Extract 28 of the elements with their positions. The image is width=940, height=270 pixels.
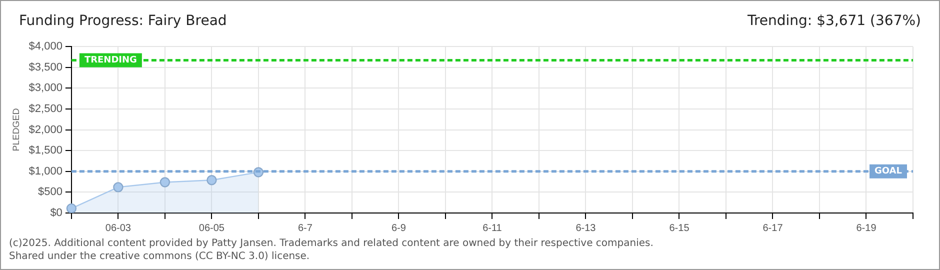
point — [113, 182, 124, 192]
y-tick-label: $2,000 — [28, 124, 62, 136]
x-tick-label: 06-05 — [198, 222, 225, 234]
y-tick-label: $500 — [38, 186, 62, 198]
x-tick-label: 6-13 — [576, 222, 596, 234]
y-tick-label: $3,500 — [28, 61, 62, 74]
point — [206, 175, 217, 186]
x-tick-label: 6-11 — [482, 222, 502, 234]
chart-title: Funding Progress: Fairy Bread — [19, 13, 227, 29]
y-tick-label: $0 — [50, 207, 62, 220]
y-tick-label: $1,000 — [28, 165, 62, 178]
text: (c)2025. Additional content provided by Patty Jansen. Trademarks and related content are owned by their respective companies. — [9, 237, 654, 250]
ref-line-label: GOAL — [874, 166, 902, 177]
ref-line-label: TRENDING — [84, 56, 137, 66]
y-tick-label: $2,500 — [28, 103, 62, 116]
y-axis-title: PLEDGED — [10, 108, 21, 152]
y-tick-label: $4,000 — [28, 40, 62, 53]
text: Shared under the creative commons (CC BY-NC 3.0) license. — [9, 250, 311, 263]
x-tick-label: 6-15 — [669, 222, 690, 234]
y-tick-label: $1,500 — [28, 144, 62, 157]
x-tick-label: 6-9 — [391, 222, 406, 234]
x-tick-label: 06-03 — [105, 222, 132, 234]
x-tick-label: 6-7 — [298, 222, 313, 234]
point — [160, 177, 170, 188]
x-tick-label: 6-19 — [856, 222, 877, 234]
x-tick-label: 6-17 — [762, 222, 784, 234]
chart-subtitle: Trending: $3,671 (367%) — [747, 13, 921, 29]
y-tick-label: $3,000 — [28, 82, 62, 94]
